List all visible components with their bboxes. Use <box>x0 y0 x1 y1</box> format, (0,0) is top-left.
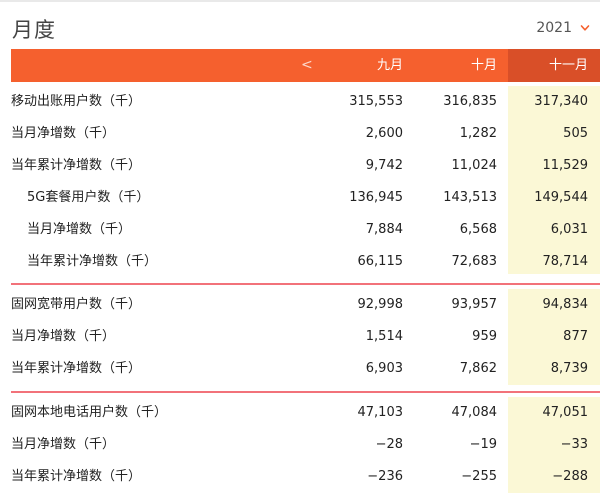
cell-sep: 136,945 <box>349 190 403 205</box>
table-row: 当年累计净增数（千） 9,742 11,024 11,529 <box>11 150 600 182</box>
previous-month-button[interactable]: < <box>301 57 313 73</box>
row-label: 当年累计净增数（千） <box>11 469 142 484</box>
column-header-nov: 十一月 <box>548 58 588 73</box>
row-label: 当月净增数（千） <box>11 437 116 452</box>
cell-oct: −255 <box>461 469 497 484</box>
cell-sep: 7,884 <box>365 222 403 237</box>
row-label: 当年累计净增数（千） <box>27 254 158 269</box>
year-selector[interactable]: 2021 <box>536 20 590 36</box>
cell-oct: 72,683 <box>451 254 498 269</box>
cell-oct: 316,835 <box>443 94 497 109</box>
cell-sep: 315,553 <box>349 94 403 109</box>
cell-nov: 94,834 <box>542 297 589 312</box>
cell-nov: 78,714 <box>542 254 589 269</box>
cell-nov: −33 <box>560 437 588 452</box>
row-label: 当月净增数（千） <box>11 329 116 344</box>
selected-month-header-bg <box>508 49 600 82</box>
cell-nov: 8,739 <box>550 361 588 376</box>
year-value: 2021 <box>536 20 572 36</box>
cell-sep: −28 <box>375 437 403 452</box>
cell-oct: 7,862 <box>459 361 497 376</box>
column-header-oct: 十月 <box>470 58 497 73</box>
cell-nov: 505 <box>563 126 588 141</box>
cell-sep: 66,115 <box>357 254 404 269</box>
selected-month-column <box>508 289 600 385</box>
cell-sep: −236 <box>367 469 403 484</box>
table-row: 当月净增数（千） 7,884 6,568 6,031 <box>11 214 600 246</box>
monthly-data-table: < 九月 十月 十一月 移动出账用户数（千） 315,553 316,835 3… <box>11 49 600 493</box>
row-label: 固网宽带用户数（千） <box>11 297 142 312</box>
section-divider <box>11 283 600 285</box>
cell-oct: 93,957 <box>451 297 498 312</box>
table-row: 当月净增数（千） −28 −19 −33 <box>11 429 600 461</box>
page-title: 月度 <box>12 18 56 42</box>
table-row: 当年累计净增数（千） 66,115 72,683 78,714 <box>11 246 600 278</box>
cell-sep: 9,742 <box>365 158 403 173</box>
table-row: 当月净增数（千） 1,514 959 877 <box>11 321 600 353</box>
cell-sep: 1,514 <box>365 329 403 344</box>
cell-oct: 11,024 <box>451 158 498 173</box>
cell-nov: −288 <box>552 469 588 484</box>
cell-nov: 877 <box>563 329 588 344</box>
landline-section: 固网本地电话用户数（千） 47,103 47,084 47,051 当月净增数（… <box>11 393 600 493</box>
cell-oct: 143,513 <box>443 190 497 205</box>
top-divider <box>0 0 600 2</box>
row-label: 固网本地电话用户数（千） <box>11 405 168 420</box>
cell-nov: 149,544 <box>534 190 588 205</box>
table-row: 当月净增数（千） 2,600 1,282 505 <box>11 118 600 150</box>
cell-sep: 6,903 <box>365 361 403 376</box>
table-row: 5G套餐用户数（千） 136,945 143,513 149,544 <box>11 182 600 214</box>
table-row: 固网本地电话用户数（千） 47,103 47,084 47,051 <box>11 397 600 429</box>
table-row: 移动出账用户数（千） 315,553 316,835 317,340 <box>11 86 600 118</box>
cell-sep: 2,600 <box>365 126 403 141</box>
chevron-down-icon <box>580 25 590 31</box>
cell-nov: 6,031 <box>550 222 588 237</box>
table-row: 当年累计净增数（千） 6,903 7,862 8,739 <box>11 353 600 385</box>
row-label: 当年累计净增数（千） <box>11 158 142 173</box>
section-divider <box>11 391 600 393</box>
table-header: < 九月 十月 十一月 <box>11 49 600 82</box>
selected-month-column <box>508 86 600 274</box>
row-label: 当月净增数（千） <box>11 126 116 141</box>
cell-oct: 6,568 <box>459 222 497 237</box>
cell-nov: 317,340 <box>534 94 588 109</box>
cell-oct: 1,282 <box>459 126 497 141</box>
row-label: 当月净增数（千） <box>27 222 132 237</box>
cell-oct: 959 <box>472 329 497 344</box>
cell-nov: 11,529 <box>542 158 589 173</box>
mobile-section: 移动出账用户数（千） 315,553 316,835 317,340 当月净增数… <box>11 82 600 283</box>
column-header-sep: 九月 <box>376 58 403 73</box>
cell-sep: 92,998 <box>357 297 404 312</box>
row-label: 当年累计净增数（千） <box>11 361 142 376</box>
cell-sep: 47,103 <box>357 405 404 420</box>
cell-nov: 47,051 <box>542 405 589 420</box>
row-label: 移动出账用户数（千） <box>11 94 142 109</box>
table-row: 固网宽带用户数（千） 92,998 93,957 94,834 <box>11 289 600 321</box>
selected-month-column <box>508 397 600 493</box>
broadband-section: 固网宽带用户数（千） 92,998 93,957 94,834 当月净增数（千）… <box>11 285 600 391</box>
cell-oct: −19 <box>469 437 497 452</box>
table-row: 当年累计净增数（千） −236 −255 −288 <box>11 461 600 493</box>
cell-oct: 47,084 <box>451 405 498 420</box>
row-label: 5G套餐用户数（千） <box>27 190 150 205</box>
